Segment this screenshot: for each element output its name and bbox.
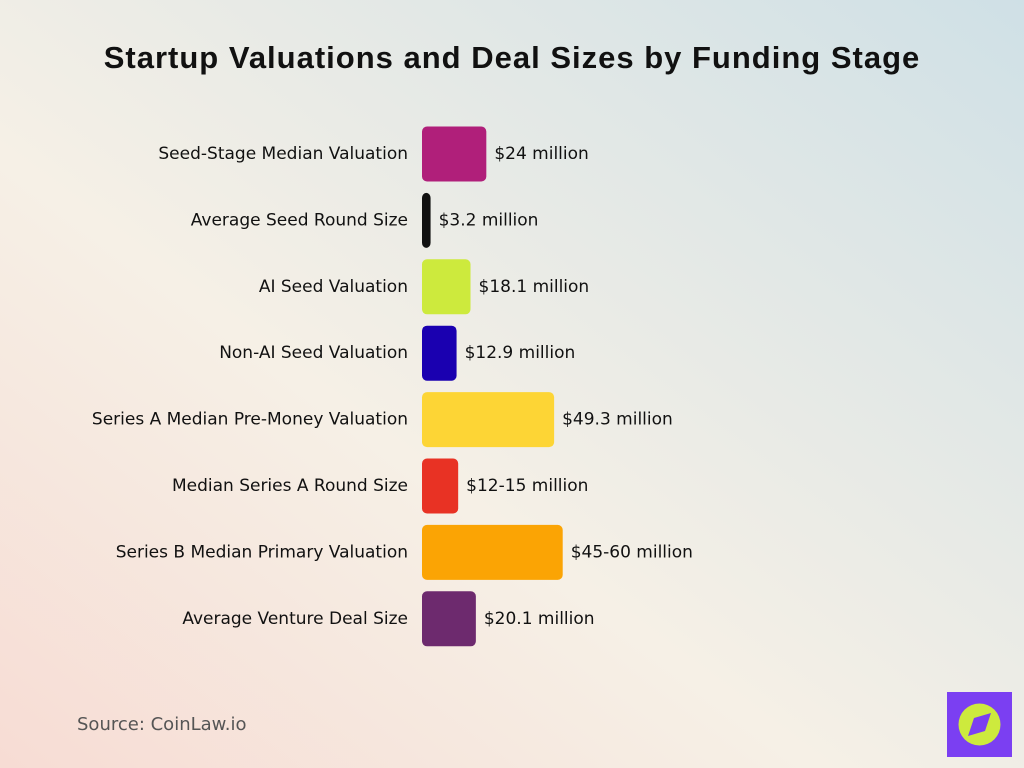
value-label: $3.2 million <box>439 210 539 230</box>
category-label: Average Venture Deal Size <box>182 609 408 629</box>
category-label: Average Seed Round Size <box>191 210 408 230</box>
bar <box>422 259 471 315</box>
category-label: Seed-Stage Median Valuation <box>158 144 408 164</box>
bar <box>422 126 487 182</box>
source: Source: CoinLaw.io <box>77 714 246 735</box>
value-label: $20.1 million <box>484 609 595 629</box>
value-label: $49.3 million <box>562 410 673 430</box>
category-label: AI Seed Valuation <box>259 277 408 297</box>
category-label: Median Series A Round Size <box>172 476 408 496</box>
category-label: Non-AI Seed Valuation <box>219 343 408 363</box>
bar <box>422 591 476 647</box>
chart-title: Startup Valuations and Deal Sizes by Fun… <box>104 40 921 75</box>
bar <box>422 192 431 248</box>
bar <box>422 458 459 514</box>
value-label: $24 million <box>494 144 588 164</box>
category-label: Series B Median Primary Valuation <box>116 542 408 562</box>
value-label: $12-15 million <box>466 476 588 496</box>
bar <box>422 524 563 580</box>
value-label: $45-60 million <box>571 542 693 562</box>
bar <box>422 392 555 448</box>
bar <box>422 325 457 381</box>
logo <box>947 692 1012 757</box>
value-label: $12.9 million <box>465 343 576 363</box>
value-label: $18.1 million <box>479 277 590 297</box>
category-label: Series A Median Pre-Money Valuation <box>92 410 408 430</box>
